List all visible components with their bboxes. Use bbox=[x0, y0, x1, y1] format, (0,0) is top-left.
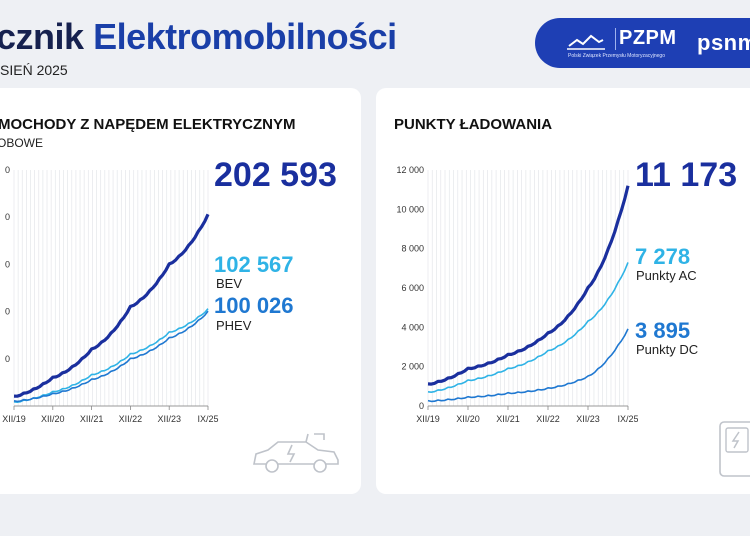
x-tick-label: XII/21 bbox=[80, 414, 104, 424]
y-tick-label: 0 bbox=[5, 259, 10, 269]
x-tick-label: IX/25 bbox=[197, 414, 218, 424]
logo-bar: PZPM Polski Związek Przemysłu Motoryzacy… bbox=[535, 18, 750, 68]
x-tick-label: XII/21 bbox=[496, 414, 520, 424]
charging-total-value: 11 173 bbox=[635, 156, 738, 194]
page-title-part2: Elektromobilności bbox=[93, 16, 397, 57]
charging-points-card: PUNKTY ŁADOWANIA 0 2 000 4 000 6 000 8 000 10… bbox=[376, 88, 750, 494]
page-subtitle: SIEŃ 2025 bbox=[0, 62, 68, 78]
x-tick-label: XII/20 bbox=[41, 414, 65, 424]
ac-value: 7 278 bbox=[635, 244, 691, 269]
page-title-part1: cznik bbox=[0, 16, 84, 57]
series-line-0 bbox=[427, 185, 630, 386]
bev-value: 102 567 bbox=[214, 252, 294, 277]
page-title: cznik Elektromobilności bbox=[0, 16, 397, 58]
charging-station-icon bbox=[719, 421, 750, 477]
ev-cars-title: MOCHODY Z NAPĘDEM ELEKTRYCZNYM bbox=[0, 116, 296, 133]
charging-points-title: PUNKTY ŁADOWANIA bbox=[394, 116, 553, 133]
x-tick-label: XII/20 bbox=[456, 414, 480, 424]
pzpm-logo: PZPM bbox=[619, 27, 677, 49]
x-tick-label: XII/23 bbox=[576, 414, 600, 424]
x-tick-label: XII/22 bbox=[536, 414, 560, 424]
y-tick-label: 4 000 bbox=[401, 322, 424, 332]
ev-cars-subtitle: OBOWE bbox=[0, 136, 44, 150]
series-line-0 bbox=[13, 213, 210, 398]
dc-value: 3 895 bbox=[635, 318, 691, 343]
dc-label: Punkty DC bbox=[636, 342, 699, 357]
x-tick-label: XII/19 bbox=[416, 414, 440, 424]
ac-label: Punkty AC bbox=[636, 268, 697, 283]
x-tick-label: XII/23 bbox=[157, 414, 181, 424]
charging-points-chart: 0 2 000 4 000 6 000 8 000 10 000 12 000 XII/19 X… bbox=[396, 165, 638, 424]
x-tick-label: IX/25 bbox=[617, 414, 638, 424]
series-line-2 bbox=[13, 310, 209, 403]
psnm-logo: psnm bbox=[697, 30, 750, 55]
bev-label: BEV bbox=[216, 276, 243, 291]
y-tick-label: 0 bbox=[5, 212, 10, 222]
y-tick-label: 0 bbox=[5, 307, 10, 317]
series-line-1 bbox=[13, 308, 209, 403]
pzpm-logo-icon bbox=[567, 34, 605, 50]
pzpm-logo-subtitle: Polski Związek Przemysłu Motoryzacyjnego bbox=[568, 53, 665, 59]
y-tick-label: 8 000 bbox=[401, 244, 424, 254]
ev-total-value: 202 593 bbox=[214, 156, 337, 194]
y-tick-label: 0 bbox=[5, 354, 10, 364]
y-tick-label: 0 bbox=[419, 401, 424, 411]
phev-value: 100 026 bbox=[214, 293, 294, 318]
series-line-2 bbox=[427, 328, 629, 403]
y-tick-label: 6 000 bbox=[401, 283, 424, 293]
x-tick-label: XII/19 bbox=[2, 414, 26, 424]
phev-label: PHEV bbox=[216, 318, 252, 333]
logo-divider bbox=[615, 28, 616, 50]
y-tick-label: 2 000 bbox=[401, 362, 424, 372]
ev-cars-chart: 0 0 0 0 0 XII/19 XII/20 XII/21 XII/22 XII/23 IX/25 bbox=[2, 165, 218, 424]
series-line-1 bbox=[427, 262, 629, 393]
y-tick-label: 0 bbox=[5, 165, 10, 175]
x-tick-label: XII/22 bbox=[119, 414, 143, 424]
electric-car-icon bbox=[253, 433, 339, 473]
y-tick-label: 10 000 bbox=[396, 204, 424, 214]
y-tick-label: 12 000 bbox=[396, 165, 424, 175]
